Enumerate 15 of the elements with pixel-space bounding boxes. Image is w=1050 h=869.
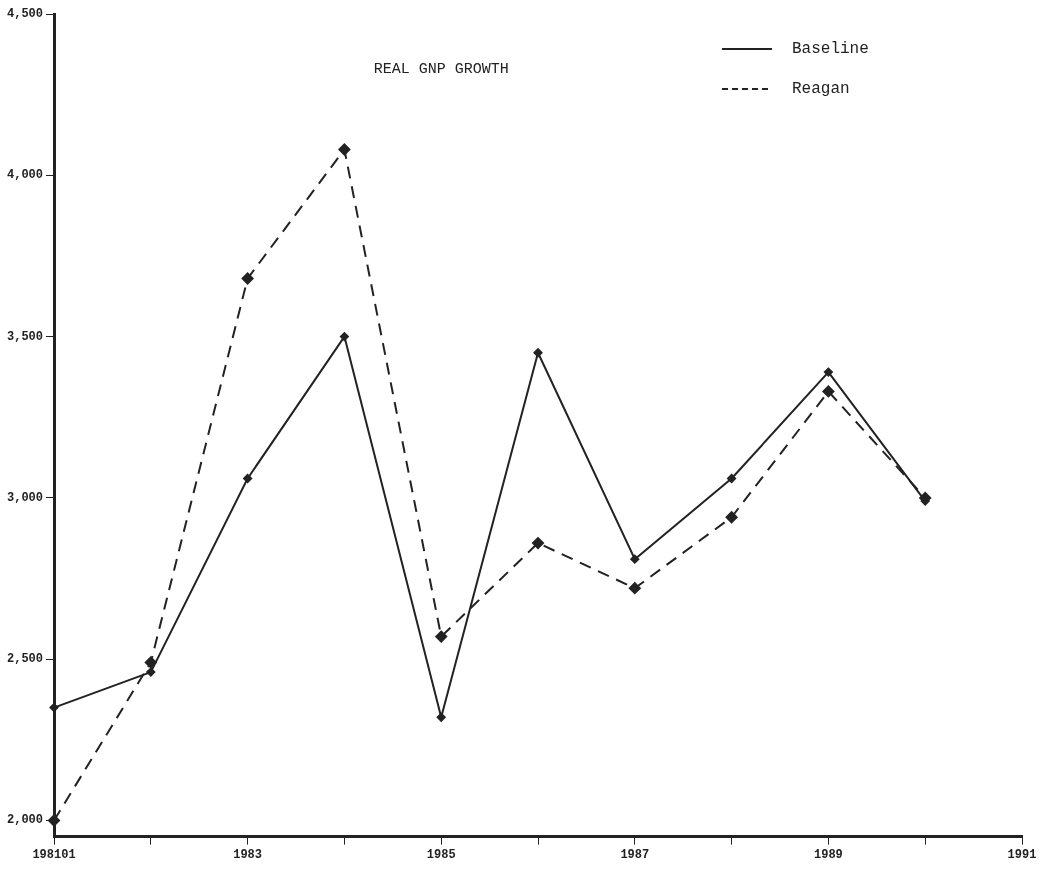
x-tick-label: 1983	[233, 847, 263, 862]
y-tick-label: 3,000	[6, 490, 44, 505]
y-tick-label: 4,000	[6, 168, 44, 183]
x-tick-label: 1985	[426, 847, 456, 862]
y-tick-label: 4,500	[6, 7, 44, 22]
legend-label: Baseline	[792, 40, 869, 59]
legend-label: Reagan	[792, 80, 850, 99]
x-tick-label: 1987	[620, 847, 650, 862]
text: REAL GNP GROWTH	[373, 60, 509, 78]
y-tick-label: 2,000	[6, 813, 44, 828]
y-tick-label: 2,500	[6, 652, 44, 667]
x-tick-label: 198101	[32, 847, 76, 862]
x-tick-label: 1989	[813, 847, 843, 862]
y-tick-label: 3,500	[6, 329, 44, 344]
x-tick-label: 1991	[1007, 847, 1037, 862]
